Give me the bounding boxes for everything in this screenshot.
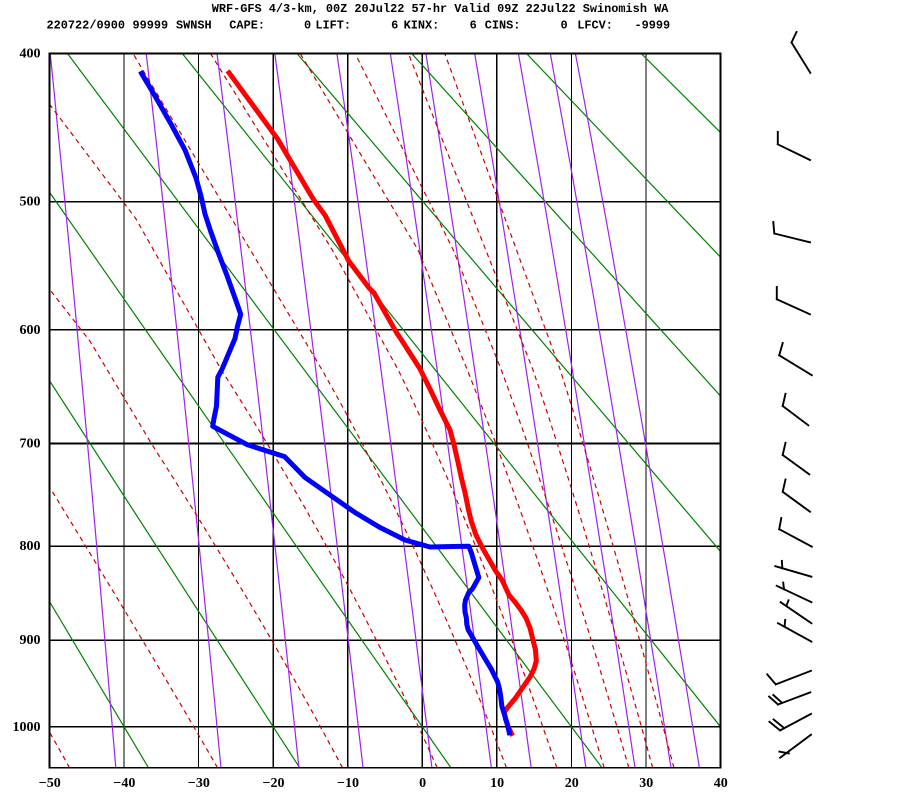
svg-text:220722/0900: 220722/0900	[47, 18, 126, 32]
svg-text:800: 800	[20, 539, 41, 554]
svg-text:−30: −30	[188, 776, 210, 791]
svg-text:LFCV:: LFCV:	[577, 18, 613, 32]
svg-text:6: 6	[391, 18, 398, 32]
svg-text:CINS:: CINS:	[485, 18, 521, 32]
svg-text:−20: −20	[263, 776, 285, 791]
svg-text:400: 400	[20, 47, 41, 62]
svg-text:30: 30	[639, 776, 653, 791]
svg-text:500: 500	[20, 195, 41, 210]
svg-text:99999: 99999	[133, 18, 169, 32]
svg-text:SWNSH: SWNSH	[176, 18, 212, 32]
svg-text:0: 0	[561, 18, 568, 32]
svg-text:LIFT:: LIFT:	[315, 18, 351, 32]
svg-text:1000: 1000	[13, 720, 41, 735]
svg-text:-9999: -9999	[635, 18, 671, 32]
svg-text:−40: −40	[113, 776, 135, 791]
svg-text:−50: −50	[39, 776, 61, 791]
svg-text:6: 6	[470, 18, 477, 32]
svg-text:0: 0	[304, 18, 311, 32]
svg-text:CAPE:: CAPE:	[229, 18, 265, 32]
svg-text:10: 10	[490, 776, 504, 791]
svg-text:0: 0	[419, 776, 426, 791]
svg-text:900: 900	[20, 633, 41, 648]
svg-text:KINX:: KINX:	[404, 18, 440, 32]
svg-text:20: 20	[565, 776, 579, 791]
svg-text:700: 700	[20, 437, 41, 452]
svg-text:−10: −10	[337, 776, 359, 791]
svg-text:40: 40	[714, 776, 728, 791]
svg-text:600: 600	[20, 323, 41, 338]
svg-text:WRF-GFS 4/3-km, 00Z 20Jul22 57: WRF-GFS 4/3-km, 00Z 20Jul22 57-hr Valid …	[212, 2, 670, 16]
